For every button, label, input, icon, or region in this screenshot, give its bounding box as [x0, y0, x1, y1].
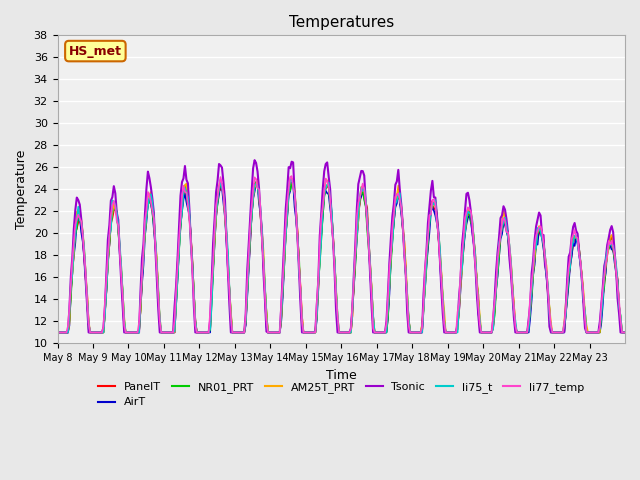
- PanelT: [253, 176, 261, 182]
- PanelT: [621, 330, 629, 336]
- Tsonic: [91, 330, 99, 336]
- PanelT: [54, 330, 61, 336]
- li75_t: [91, 330, 99, 336]
- li77_temp: [54, 330, 61, 336]
- PanelT: [544, 291, 552, 297]
- Y-axis label: Temperature: Temperature: [15, 150, 28, 229]
- li75_t: [621, 330, 629, 336]
- NR01_PRT: [347, 330, 355, 336]
- AM25T_PRT: [621, 330, 629, 336]
- AM25T_PRT: [73, 209, 81, 215]
- AirT: [54, 330, 61, 336]
- Legend: PanelT, AirT, NR01_PRT, AM25T_PRT, Tsonic, li75_t, li77_temp: PanelT, AirT, NR01_PRT, AM25T_PRT, Tsoni…: [94, 377, 589, 412]
- AirT: [73, 218, 81, 224]
- Line: AirT: AirT: [58, 182, 625, 333]
- li77_temp: [544, 286, 552, 292]
- li77_temp: [618, 330, 626, 336]
- Line: li75_t: li75_t: [58, 179, 625, 333]
- Tsonic: [618, 330, 626, 336]
- PanelT: [73, 226, 81, 231]
- Tsonic: [347, 325, 355, 331]
- Tsonic: [73, 195, 81, 201]
- Tsonic: [251, 157, 259, 163]
- Tsonic: [460, 227, 467, 233]
- AirT: [618, 330, 626, 336]
- li75_t: [347, 330, 355, 336]
- li75_t: [54, 330, 61, 336]
- Tsonic: [544, 292, 552, 298]
- li75_t: [460, 241, 467, 247]
- NR01_PRT: [460, 240, 467, 246]
- AM25T_PRT: [91, 330, 99, 336]
- Title: Temperatures: Temperatures: [289, 15, 394, 30]
- AirT: [347, 330, 355, 336]
- li77_temp: [288, 173, 296, 179]
- X-axis label: Time: Time: [326, 369, 356, 382]
- li75_t: [286, 176, 294, 182]
- AM25T_PRT: [54, 330, 61, 336]
- AirT: [217, 179, 225, 185]
- NR01_PRT: [621, 330, 629, 336]
- AM25T_PRT: [460, 234, 467, 240]
- Tsonic: [621, 330, 629, 336]
- li77_temp: [91, 330, 99, 336]
- NR01_PRT: [253, 178, 261, 184]
- PanelT: [460, 246, 467, 252]
- PanelT: [347, 330, 355, 336]
- NR01_PRT: [73, 225, 81, 231]
- Text: HS_met: HS_met: [69, 45, 122, 58]
- li77_temp: [460, 235, 467, 240]
- Line: li77_temp: li77_temp: [58, 176, 625, 333]
- AirT: [460, 246, 467, 252]
- Tsonic: [54, 330, 61, 336]
- AirT: [91, 330, 99, 336]
- NR01_PRT: [618, 330, 626, 336]
- li75_t: [73, 219, 81, 225]
- AM25T_PRT: [347, 330, 355, 336]
- AM25T_PRT: [618, 330, 626, 336]
- NR01_PRT: [544, 288, 552, 294]
- Line: NR01_PRT: NR01_PRT: [58, 181, 625, 333]
- Line: PanelT: PanelT: [58, 179, 625, 333]
- li77_temp: [621, 330, 629, 336]
- AirT: [544, 288, 552, 294]
- AM25T_PRT: [544, 288, 552, 293]
- AM25T_PRT: [288, 176, 296, 181]
- Line: AM25T_PRT: AM25T_PRT: [58, 179, 625, 333]
- li75_t: [544, 283, 552, 288]
- li77_temp: [347, 326, 355, 332]
- li77_temp: [73, 216, 81, 222]
- PanelT: [91, 330, 99, 336]
- NR01_PRT: [91, 330, 99, 336]
- Line: Tsonic: Tsonic: [58, 160, 625, 333]
- PanelT: [618, 330, 626, 336]
- NR01_PRT: [54, 330, 61, 336]
- AirT: [621, 330, 629, 336]
- li75_t: [618, 330, 626, 336]
